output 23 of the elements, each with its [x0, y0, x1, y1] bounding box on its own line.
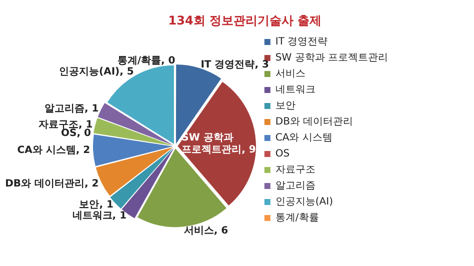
legend-label: CA와 시스템	[275, 132, 332, 144]
data-label: 서비스, 6	[184, 226, 228, 237]
chart-title: 134회 정보관리기술사 출제	[168, 13, 322, 28]
legend-label: 인공지능(AI)	[275, 196, 334, 208]
legend-label: DB와 데이터관리	[275, 116, 354, 128]
legend-label: 네트워크	[275, 84, 316, 96]
legend-label: IT 경영전략	[275, 36, 328, 48]
data-label: 알고리즘, 1	[44, 103, 99, 114]
data-label: 보안, 1	[79, 199, 114, 210]
legend-label: 통계/확률	[275, 212, 319, 224]
legend-label: 보안	[275, 100, 296, 112]
data-label: 인공지능(AI), 5	[59, 66, 134, 78]
legend-label: 자료구조	[275, 164, 316, 176]
data-label: 네트워크, 1	[72, 210, 127, 222]
legend-label: 알고리즘	[275, 180, 316, 192]
legend-label: OS	[275, 148, 290, 160]
data-label: DB와 데이터관리, 2	[5, 178, 99, 190]
legend-label: 서비스	[275, 68, 306, 80]
legend-label: SW 공학과 프로젝트관리	[275, 52, 388, 64]
text: 통계/확률, 0	[117, 56, 176, 67]
data-label: IT 경영전략, 3	[200, 60, 270, 70]
data-label: CA와 시스템, 2	[17, 145, 90, 156]
text: OS, 0	[61, 128, 91, 139]
